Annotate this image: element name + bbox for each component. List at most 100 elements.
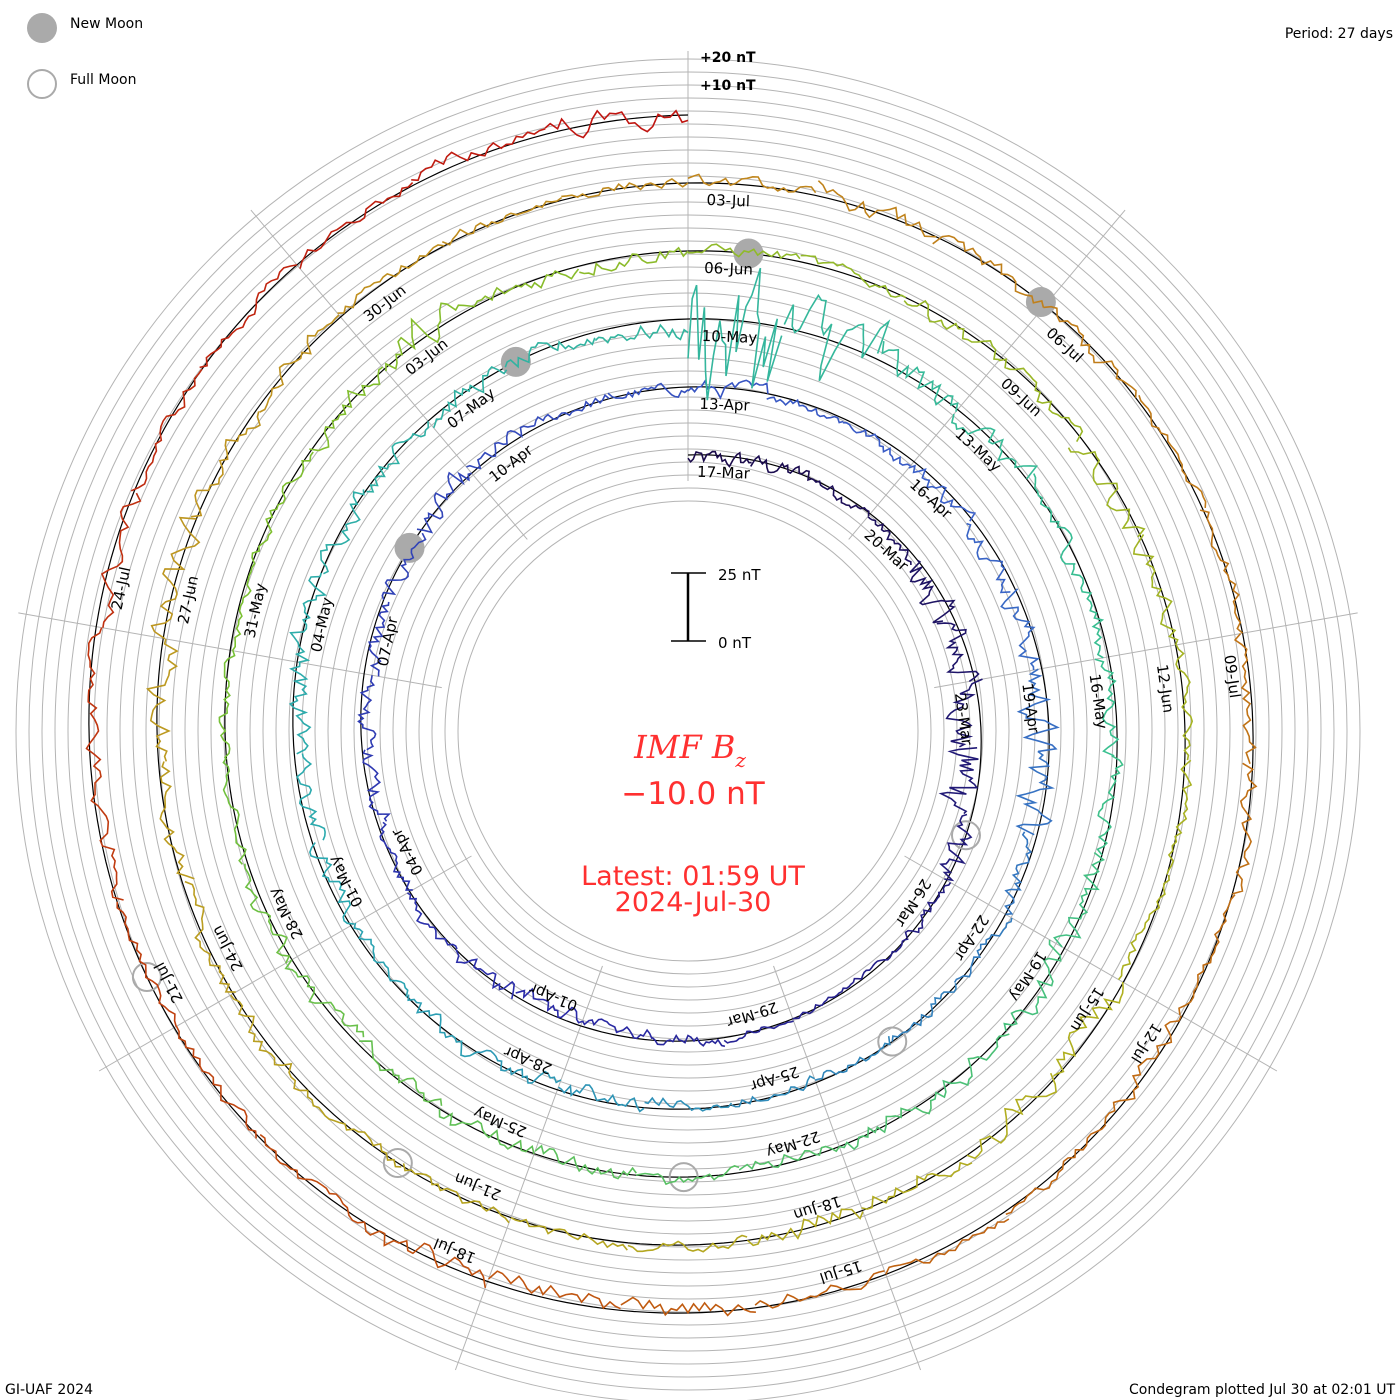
bz-trace-segment [379,821,413,891]
bz-trace-segment [620,1296,756,1317]
date-label: 22-Apr [950,912,992,965]
bz-trace-segment [533,393,610,426]
bz-trace-segment [100,492,142,628]
bz-trace-segment [381,532,427,600]
date-label: 30-Jun [360,281,410,325]
bz-trace-segment [1005,1124,1107,1216]
grid-ring [444,487,932,975]
bz-trace-segment [244,863,291,964]
scale-bar-bottom-label: 0 nT [718,634,752,652]
date-label: 16-May [1086,673,1112,731]
bz-trace-segment [1053,981,1124,1077]
bz-trace-segment [966,522,1011,594]
bz-trace-segment [357,675,377,751]
footer-credit: GI-UAF 2024 [5,1382,93,1398]
bz-trace-segment [231,545,261,652]
grid-radial-line [934,612,1358,689]
bz-trace-segment [90,764,124,901]
bz-trace-segment [289,572,328,664]
bz-trace-segment [881,341,959,412]
bz-trace-segment [1067,447,1146,538]
bz-trace-segment [861,1161,973,1210]
bz-trace-segment [738,1145,840,1171]
bz-trace-segment [627,1234,748,1253]
bz-trace-segment [411,128,546,182]
new-moon-legend-icon [27,13,57,43]
bz-trace-segment [813,479,870,516]
parameter-title-subscript: z [734,748,746,772]
date-label: 31-May [241,581,270,639]
bz-trace-segment [299,182,414,269]
bz-trace-segment [288,662,312,755]
bz-trace-segment [1233,633,1257,764]
bz-trace-segment [455,949,516,1000]
bz-trace-segment [1070,564,1105,659]
moon-markers [131,238,1056,1193]
bz-trace-segment [557,1084,645,1113]
date-label: 01-Apr [526,979,580,1015]
bz-trace-segment [936,622,980,683]
bz-trace-segment [1015,750,1056,836]
bz-trace-segment [754,1270,885,1309]
bz-trace-segment [904,882,952,938]
bz-trace-segment [651,1034,726,1048]
bz-trace-segment [1043,305,1137,398]
bz-trace-segment [363,1222,487,1289]
bz-trace-segment [800,254,907,299]
bz-trace-segment [85,627,103,767]
grid-radial-line [250,209,528,540]
bz-trace-segment [534,1144,637,1180]
bz-trace-segment [1094,658,1120,757]
date-label: 28-May [265,885,307,943]
bz-trace-segment [190,411,261,518]
bz-trace-segment [1000,588,1040,671]
bz-trace-segment [939,813,973,882]
bz-trace-segment [1053,851,1106,948]
bz-trace-segment [945,678,983,748]
bz-trace-segment [579,246,689,276]
date-label: 03-Jul [706,191,750,211]
date-label: 09-Jul [1220,654,1244,700]
date-label: 04-Apr [387,825,427,878]
bz-trace-segment [1232,762,1258,895]
bz-trace-segment [1178,894,1236,1016]
bz-trace-segment [309,366,384,452]
bz-trace-segment [1117,874,1170,981]
bz-trace-segment [581,1018,653,1040]
bz-trace-segment [515,987,583,1024]
bz-trace-segment [731,1075,815,1108]
parameter-title: IMF Bz [633,728,746,772]
new-moon-marker [733,238,764,269]
bz-trace-segment [284,959,365,1038]
bz-trace-segment [561,178,689,199]
grid-radial-line [98,855,472,1072]
bz-trace-segment [353,922,409,998]
bz-trace-segment [1033,473,1076,565]
scale-bar-top-label: 25 nT [718,566,761,584]
bz-trace-segment [368,601,390,677]
bz-trace-segment [938,747,979,815]
bz-trace-segment [852,938,909,983]
bz-trace-segment [783,293,891,382]
bz-trace-segment [867,516,912,566]
bz-trace-segment [607,382,689,400]
bz-trace-segment [175,1025,257,1139]
bz-trace-segment [1016,668,1060,753]
bz-trace-segment [309,842,354,925]
bz-trace-segment [258,451,314,547]
bz-trace-segment [839,1099,932,1151]
bz-trace-segment [432,366,508,429]
bz-trace-segment [908,464,977,522]
scale-plus10-label: +10 nT [700,78,756,94]
bz-trace-segment [362,749,391,822]
scale-bar [671,572,706,642]
bz-trace-segment [644,1096,733,1112]
bz-trace-segment [909,559,956,624]
latest-date: 2024-Jul-30 [615,887,772,918]
new-moon-marker [1025,287,1056,318]
bz-trace-segment [746,1208,864,1247]
bz-trace-segment [792,981,854,1020]
bz-trace-segment [1003,939,1062,1032]
bz-trace [85,109,1258,1317]
